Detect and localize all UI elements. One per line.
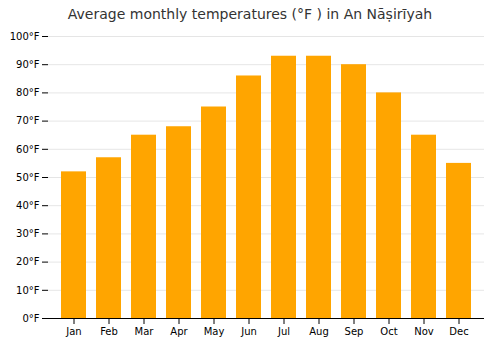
svg-text:100°F: 100°F bbox=[10, 31, 40, 42]
svg-text:70°F: 70°F bbox=[16, 115, 40, 126]
svg-text:May: May bbox=[204, 326, 225, 337]
svg-text:30°F: 30°F bbox=[16, 228, 40, 239]
svg-text:60°F: 60°F bbox=[16, 144, 40, 155]
svg-text:Mar: Mar bbox=[135, 326, 155, 337]
svg-text:Aug: Aug bbox=[309, 326, 329, 337]
svg-text:Jul: Jul bbox=[277, 326, 290, 337]
svg-text:50°F: 50°F bbox=[16, 172, 40, 183]
svg-text:Jan: Jan bbox=[65, 326, 81, 337]
svg-text:80°F: 80°F bbox=[16, 87, 40, 98]
svg-text:Sep: Sep bbox=[345, 326, 364, 337]
svg-text:40°F: 40°F bbox=[16, 200, 40, 211]
html-text:Average monthly temperatures (: Average monthly temperatures (°F ) in An… bbox=[67, 6, 433, 22]
svg-text:Jun: Jun bbox=[240, 326, 257, 337]
svg-text:20°F: 20°F bbox=[16, 256, 40, 267]
svg-text:90°F: 90°F bbox=[16, 59, 40, 70]
svg-text:0°F: 0°F bbox=[22, 313, 39, 324]
svg-text:Feb: Feb bbox=[100, 326, 118, 337]
svg-text:Apr: Apr bbox=[170, 326, 188, 337]
svg-text:Nov: Nov bbox=[414, 326, 434, 337]
svg-text:Oct: Oct bbox=[380, 326, 397, 337]
svg-text:Dec: Dec bbox=[449, 326, 468, 337]
svg-text:10°F: 10°F bbox=[16, 285, 40, 296]
